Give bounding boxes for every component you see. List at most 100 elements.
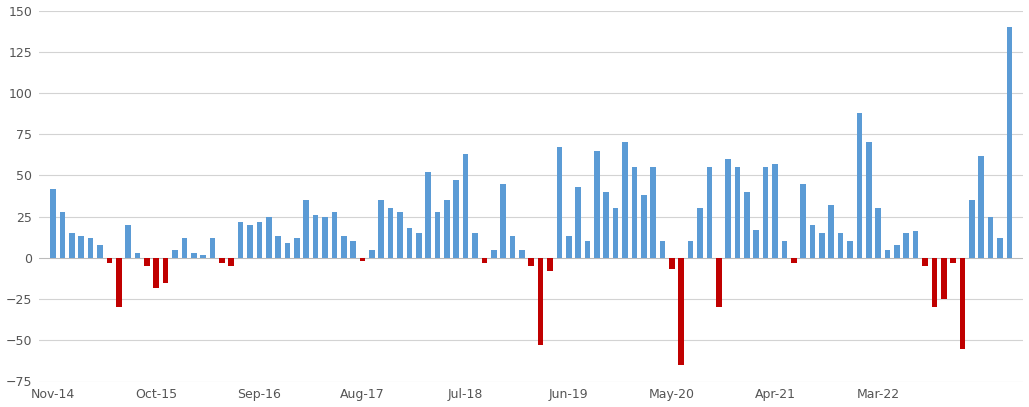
Bar <box>247 225 253 258</box>
Bar <box>425 172 431 258</box>
Bar <box>557 147 562 258</box>
Bar <box>584 241 591 258</box>
Bar <box>979 155 984 258</box>
Bar <box>153 258 159 287</box>
Bar <box>922 258 928 266</box>
Bar <box>135 253 140 258</box>
Bar <box>594 151 600 258</box>
Bar <box>397 212 402 258</box>
Bar <box>547 258 553 271</box>
Bar <box>707 167 712 258</box>
Bar <box>172 249 178 258</box>
Bar <box>509 236 516 258</box>
Bar <box>463 154 468 258</box>
Bar <box>678 258 684 365</box>
Bar <box>388 208 393 258</box>
Bar <box>632 167 637 258</box>
Bar <box>228 258 234 266</box>
Bar <box>304 200 309 258</box>
Bar <box>434 212 440 258</box>
Bar <box>819 233 824 258</box>
Bar <box>876 208 881 258</box>
Bar <box>687 241 694 258</box>
Bar <box>838 233 844 258</box>
Bar <box>716 258 721 307</box>
Bar <box>529 258 534 266</box>
Bar <box>660 241 666 258</box>
Bar <box>181 238 187 258</box>
Bar <box>219 258 224 263</box>
Bar <box>313 215 318 258</box>
Bar <box>810 225 815 258</box>
Bar <box>322 217 328 258</box>
Bar <box>828 205 835 258</box>
Bar <box>856 113 862 258</box>
Bar <box>772 164 778 258</box>
Bar <box>163 258 169 282</box>
Bar <box>762 167 769 258</box>
Bar <box>519 249 525 258</box>
Bar <box>416 233 422 258</box>
Bar <box>969 200 974 258</box>
Bar <box>350 241 356 258</box>
Bar <box>210 238 215 258</box>
Bar <box>500 184 506 258</box>
Bar <box>801 184 806 258</box>
Bar <box>294 238 299 258</box>
Bar <box>744 192 750 258</box>
Bar <box>941 258 947 299</box>
Bar <box>903 233 909 258</box>
Bar <box>265 217 272 258</box>
Bar <box>1006 27 1013 258</box>
Bar <box>445 200 450 258</box>
Bar <box>623 142 628 258</box>
Bar <box>454 180 459 258</box>
Bar <box>406 228 413 258</box>
Bar <box>698 208 703 258</box>
Bar <box>650 167 655 258</box>
Bar <box>369 249 375 258</box>
Bar <box>735 167 740 258</box>
Bar <box>791 258 796 263</box>
Bar <box>87 238 94 258</box>
Bar <box>144 258 149 266</box>
Bar <box>538 258 543 345</box>
Bar <box>50 188 56 258</box>
Bar <box>913 232 919 258</box>
Bar <box>191 253 197 258</box>
Bar <box>107 258 112 263</box>
Bar <box>276 236 281 258</box>
Bar <box>894 245 899 258</box>
Bar <box>201 254 206 258</box>
Bar <box>78 236 84 258</box>
Bar <box>603 192 609 258</box>
Bar <box>997 238 1003 258</box>
Bar <box>60 212 65 258</box>
Bar <box>782 241 787 258</box>
Bar <box>847 241 853 258</box>
Bar <box>753 230 759 258</box>
Bar <box>285 243 290 258</box>
Bar <box>97 245 103 258</box>
Bar <box>116 258 121 307</box>
Bar <box>341 236 347 258</box>
Bar <box>238 221 244 258</box>
Bar <box>331 212 338 258</box>
Bar <box>613 208 618 258</box>
Bar <box>641 195 646 258</box>
Bar <box>931 258 937 307</box>
Bar <box>69 233 75 258</box>
Bar <box>866 142 872 258</box>
Bar <box>566 236 571 258</box>
Bar <box>126 225 131 258</box>
Bar <box>472 233 477 258</box>
Bar <box>960 258 965 348</box>
Bar <box>379 200 384 258</box>
Bar <box>575 187 581 258</box>
Bar <box>951 258 956 263</box>
Bar <box>988 217 993 258</box>
Bar <box>885 249 890 258</box>
Bar <box>725 159 731 258</box>
Bar <box>669 258 675 269</box>
Bar <box>256 221 262 258</box>
